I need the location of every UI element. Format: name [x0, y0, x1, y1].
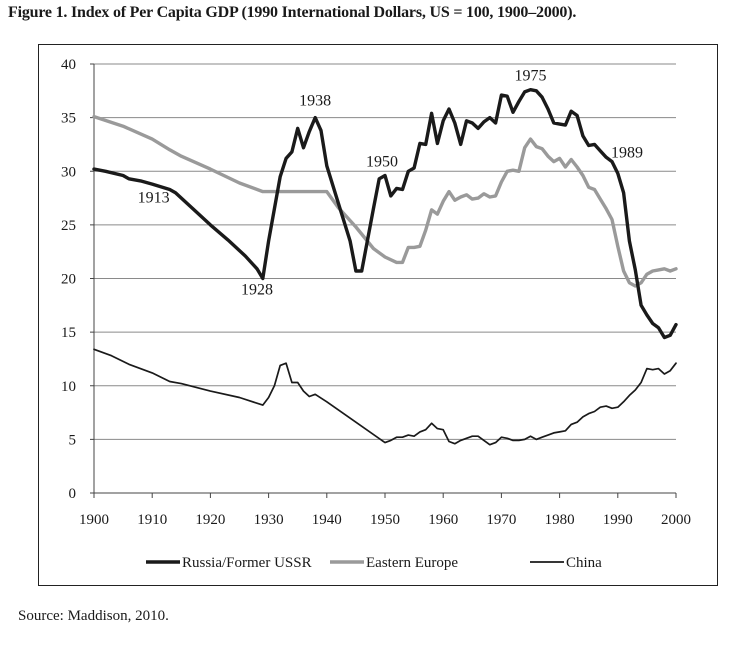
x-tick-label: 1950: [370, 512, 400, 528]
x-tick-label: 1920: [195, 512, 225, 528]
y-tick-label: 40: [61, 57, 76, 73]
x-tick-label: 1980: [545, 512, 575, 528]
y-tick-label: 25: [61, 218, 76, 234]
x-tick-label: 1930: [254, 512, 284, 528]
source-note: Source: Maddison, 2010.: [18, 608, 169, 624]
chart-frame: [38, 44, 718, 586]
annotation-1989: 1989: [611, 145, 643, 162]
x-tick-label: 1970: [486, 512, 516, 528]
series-line-eastern-europe: [92, 114, 678, 288]
legend-label: Russia/Former USSR: [182, 555, 312, 571]
annotations: 1913 1928 1938 1950 1975 1989: [138, 68, 643, 299]
x-tick-label: 1990: [603, 512, 633, 528]
x-tick-label: 1910: [137, 512, 167, 528]
y-tick-label: 15: [61, 325, 76, 341]
annotation-1975: 1975: [515, 68, 547, 85]
x-tick-label: 1900: [79, 512, 109, 528]
annotation-1938: 1938: [299, 93, 331, 110]
annotation-1928: 1928: [241, 282, 273, 299]
tick-labels: 0 5 10 15 20 25 30 35 40 1900 1910 1920 1930 1940 1950…: [61, 57, 691, 528]
series-line-china: [93, 348, 677, 446]
x-tick-label: 2000: [661, 512, 691, 528]
y-tick-label: 10: [61, 379, 76, 395]
series-line-russia-former-ussr: [92, 88, 678, 340]
figure-title: Figure 1. Index of Per Capita GDP (1990 …: [8, 4, 577, 21]
y-tick-label: 0: [69, 486, 77, 502]
legend-label: Eastern Europe: [366, 555, 458, 571]
x-tick-label: 1960: [428, 512, 458, 528]
annotation-1950: 1950: [366, 154, 398, 171]
legend-label: China: [566, 555, 602, 571]
y-tick-label: 5: [69, 432, 77, 448]
legend: Russia/Former USSR Eastern Europe China: [146, 555, 602, 571]
y-tick-label: 35: [61, 111, 76, 127]
x-tick-label: 1940: [312, 512, 342, 528]
annotation-1913: 1913: [138, 190, 170, 207]
y-tick-label: 20: [61, 272, 76, 288]
axes: [90, 63, 677, 498]
series-lines: [92, 88, 678, 446]
y-tick-label: 30: [61, 164, 76, 180]
